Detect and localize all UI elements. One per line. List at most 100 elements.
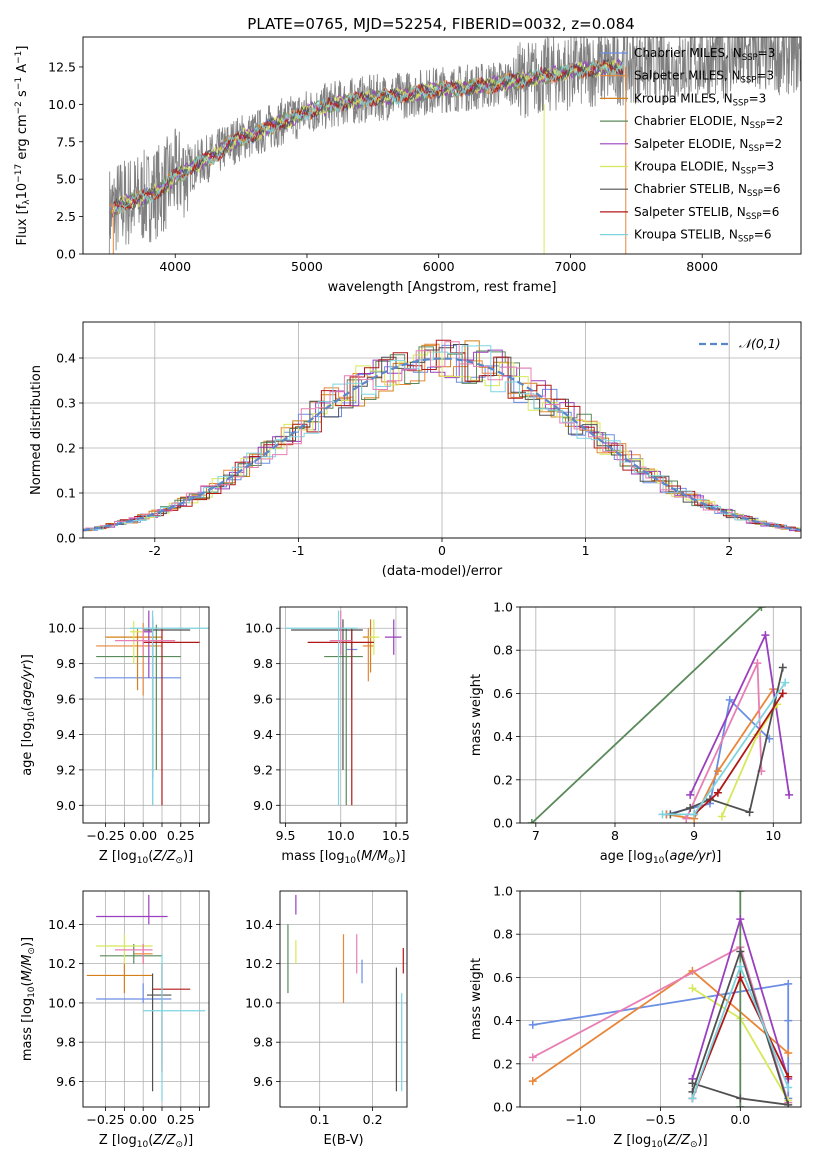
spectrum-legend-label: Salpeter MILES, NSSP=3 xyxy=(634,69,774,86)
mw_vs_age-xlabel-part: age/yr xyxy=(669,849,712,864)
mw_vs_Z-xlabel-part: )] xyxy=(698,1133,708,1148)
age_vs_Z-xtick-label: 0.00 xyxy=(129,828,157,843)
mw_vs_Z-ylabel: mass weight xyxy=(469,958,484,1040)
spectrum-xtick-label: 6000 xyxy=(423,259,455,274)
spectrum-ytick-label: 12.5 xyxy=(48,59,76,74)
mass_vs_Z-ylabel-part: )] xyxy=(20,937,35,947)
mw_vs_age-ylabel: mass weight xyxy=(469,674,484,756)
age_vs_mass-ytick-label: 9.8 xyxy=(253,656,273,671)
residuals-ylabel-part: Normed distribution xyxy=(29,365,44,495)
mass_vs_Z-ytick-label: 10.4 xyxy=(48,917,76,932)
spectrum-xtick-label: 5000 xyxy=(291,259,323,274)
mw_vs_Z-marker xyxy=(736,973,745,982)
mw_vs_age-marker xyxy=(713,767,722,776)
mw_vs_age-xlabel-part: )] xyxy=(711,849,721,864)
mw_vs_Z-marker xyxy=(784,1072,793,1081)
spectrum-observed-line xyxy=(108,37,801,254)
legend-label-suffix: =6 xyxy=(763,182,781,196)
legend-label-text: Salpeter STELIB, N xyxy=(634,205,746,219)
mass_vs_EBV-xtick-label: 0.2 xyxy=(363,1112,383,1127)
mass_vs_EBV-xtick-label: 0.1 xyxy=(310,1112,330,1127)
mass_vs_Z-ylabel-part: M/M xyxy=(20,955,35,982)
spectrum-legend-label: Kroupa STELIB, NSSP=6 xyxy=(634,228,772,245)
mw_vs_Z-xlabel-part: ⊙ xyxy=(690,1140,698,1150)
mw_vs_age-marker xyxy=(686,790,695,799)
mw_vs_Z-ytick-label: 0.0 xyxy=(493,1100,513,1115)
legend-label-subscript: SSP xyxy=(747,189,763,199)
age_vs_mass-plot-area xyxy=(285,610,402,806)
mass_vs_Z-xlabel-part: )] xyxy=(183,1133,193,1148)
age_vs_Z-ytick-label: 9.2 xyxy=(56,762,76,777)
age_vs_Z-xlabel-part: )] xyxy=(183,849,193,864)
mw_vs_Z-marker xyxy=(528,1053,537,1062)
age_vs_mass-xtick-label: 10.5 xyxy=(382,828,410,843)
mass_vs_Z-ytick-label: 10.2 xyxy=(48,956,76,971)
mw_vs_age-ytick-label: 1.0 xyxy=(493,600,513,615)
age_vs_Z-ytick-label: 9.6 xyxy=(56,692,76,707)
spectrum-ytick-label: 5.0 xyxy=(56,172,76,187)
residuals-ytick-label: 0.3 xyxy=(56,396,76,411)
legend-label-text: Chabrier ELODIE, N xyxy=(634,114,750,128)
age_vs_mass-axes: 9.5 10.0 10.5 9.0 9.2 9.4 9.6 9.8 10.0 mass [log1… xyxy=(245,606,410,866)
age_vs_mass-xlabel-part: )] xyxy=(395,849,405,864)
mass_vs_Z-xlabel-part: Z/Z xyxy=(152,1133,176,1148)
mass_vs_Z-axes: −0.25 0.00 0.259.69.810.010.210.4Z [log10(… xyxy=(20,890,210,1150)
mw_vs_Z-xtick-label: −1.0 xyxy=(565,1112,595,1127)
mw_vs_Z-marker xyxy=(736,947,745,956)
spectrum-ylabel-part: A xyxy=(15,64,30,77)
mass_vs_Z-ytick-label: 10.0 xyxy=(48,995,76,1010)
age_vs_mass-ytick-label: 9.0 xyxy=(253,798,273,813)
spectrum-legend-label: Kroupa MILES, NSSP=3 xyxy=(634,91,766,108)
spectrum-plot-area xyxy=(108,37,801,254)
mw_vs_age-marker xyxy=(778,689,787,698)
mass_vs_EBV-xlabel-part: E(B-V) xyxy=(323,1133,363,1148)
mw_vs_Z-ylabel-part: mass weight xyxy=(469,958,484,1040)
legend-label-suffix: =3 xyxy=(756,160,774,174)
residuals-histogram-line xyxy=(83,351,801,530)
mw_vs_age-marker xyxy=(690,810,699,819)
legend-label-subscript: SSP xyxy=(746,212,762,222)
mw_vs_age-ytick-label: 0.0 xyxy=(493,816,513,831)
mw_vs_Z-marker xyxy=(528,1077,537,1086)
spectrum-legend-label: Salpeter STELIB, NSSP=6 xyxy=(634,205,779,222)
mw_vs_Z-marker xyxy=(736,891,745,895)
age_vs_Z-ytick-label: 9.0 xyxy=(56,798,76,813)
spectrum-xtick-label: 8000 xyxy=(686,259,718,274)
legend-label-subscript: SSP xyxy=(738,235,754,245)
mw_vs_Z-marker xyxy=(784,1100,793,1107)
mw_vs_age-ytick-label: 0.4 xyxy=(493,729,513,744)
mw_vs_age-axes: 7 8 9 10 0.0 0.2 0.4 0.6 0.8 1.0 mass weight age [l… xyxy=(469,600,802,866)
mw_vs_Z-xtick-label: −0.5 xyxy=(645,1112,675,1127)
mass_vs_EBV-ytick-label: 10.4 xyxy=(245,917,273,932)
mw_vs_Z-xlabel-part: ( xyxy=(663,1133,668,1148)
mass_vs_EBV-frame xyxy=(279,890,408,1108)
mass_vs_EBV-ytick-label: 10.0 xyxy=(245,995,273,1010)
residuals-frame xyxy=(82,321,802,539)
residuals-xtick-label: -2 xyxy=(149,543,161,558)
mw_vs_age-xlabel-part: ( xyxy=(664,849,669,864)
spectrum-model-line xyxy=(113,58,624,210)
mw_vs_Z-marker xyxy=(784,1083,793,1092)
mw_vs_Z-marker xyxy=(736,962,745,971)
age_vs_Z-xlabel-part: 10 xyxy=(137,856,149,866)
mw_vs_Z-ytick-label: 0.4 xyxy=(493,1013,513,1028)
mw_vs_Z-ytick-label: 0.6 xyxy=(493,970,513,985)
spectrum-xtick-label: 7000 xyxy=(555,259,587,274)
age_vs_Z-ytick-label: 9.8 xyxy=(56,656,76,671)
residuals-ylabel: Normed distribution xyxy=(29,365,44,495)
spectrum-ytick-label: 7.5 xyxy=(56,134,76,149)
mw_vs_Z-plot-area xyxy=(528,891,793,1107)
age_vs_mass-xlabel: mass [log10(M/M⊙)] xyxy=(281,849,405,866)
legend-label-subscript: SSP xyxy=(741,76,757,86)
mw_vs_Z-marker xyxy=(688,1079,697,1088)
legend-label-subscript: SSP xyxy=(741,167,757,177)
residuals-histogram-line xyxy=(83,340,801,532)
mw_vs_age-series-line xyxy=(670,667,784,816)
legend-label-suffix: =6 xyxy=(754,228,772,242)
residuals-legend-label: 𝒩(0,1) xyxy=(739,336,781,351)
residuals-ytick-label: 0.1 xyxy=(56,486,76,501)
mw_vs_Z-xtick-label: 0.0 xyxy=(730,1112,750,1127)
residuals-ytick-label: 0.4 xyxy=(56,351,76,366)
mw_vs_Z-marker xyxy=(688,1094,697,1103)
spectrum-ytick-label: 10.0 xyxy=(48,97,76,112)
